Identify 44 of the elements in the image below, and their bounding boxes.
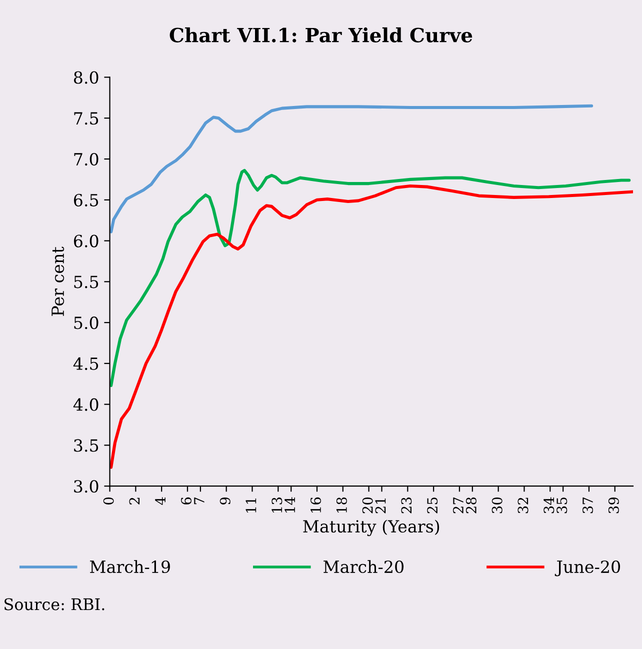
x-tick-label: 11 xyxy=(246,498,256,512)
x-tick-label: 7 xyxy=(194,498,204,504)
y-tick-label: 4.5 xyxy=(73,357,98,370)
x-tick-label: 14 xyxy=(284,497,295,512)
legend-label: March-20 xyxy=(324,560,404,574)
y-tick-label: 8.0 xyxy=(74,71,98,84)
x-tick-label: 35 xyxy=(556,498,568,514)
x-tick-label: 25 xyxy=(427,498,438,514)
line-series xyxy=(110,104,594,234)
y-axis-title: Per cent xyxy=(52,246,64,316)
legend-label: March-19 xyxy=(90,560,170,574)
y-tick-label: 7.5 xyxy=(74,112,98,125)
source-note: Source: RBI. xyxy=(4,598,104,610)
legend-label: June-20 xyxy=(554,560,620,576)
line-series xyxy=(110,184,634,469)
x-tick-label: 30 xyxy=(492,497,502,514)
x-tick-label: 27 xyxy=(452,498,464,514)
x-tick-label: 23 xyxy=(401,498,412,514)
x-tick-label: 2 xyxy=(129,498,140,504)
x-tick-label: 37 xyxy=(582,498,594,514)
x-tick-label: 4 xyxy=(155,497,166,505)
y-tick-label: 4.0 xyxy=(73,398,98,411)
y-tick-label: 6.0 xyxy=(74,234,98,248)
y-tick-label: 3.5 xyxy=(74,439,98,452)
line-series xyxy=(110,168,631,388)
x-tick-label: 6 xyxy=(181,497,192,504)
x-tick-label: 34 xyxy=(544,497,554,514)
x-tick-label: 32 xyxy=(518,498,528,514)
y-tick-label: 5.0 xyxy=(74,316,98,330)
x-axis-title: Maturity (Years) xyxy=(303,520,440,536)
chart-title: Chart VII.1: Par Yield Curve xyxy=(170,27,472,42)
x-tick-label: 0 xyxy=(103,497,114,504)
y-tick-label: 5.5 xyxy=(74,276,98,288)
y-tick-label: 3.0 xyxy=(74,480,98,493)
x-tick-label: 28 xyxy=(466,497,476,514)
y-tick-label: 7.0 xyxy=(74,152,98,166)
x-tick-label: 18 xyxy=(336,497,347,512)
x-tick-label: 16 xyxy=(310,497,322,512)
x-tick-label: 9 xyxy=(220,497,230,504)
x-tick-label: 20 xyxy=(362,497,373,514)
x-tick-label: 13 xyxy=(272,498,282,512)
y-tick-label: 6.5 xyxy=(74,194,98,206)
x-tick-label: 39 xyxy=(608,497,619,514)
x-tick-label: 21 xyxy=(375,498,386,514)
